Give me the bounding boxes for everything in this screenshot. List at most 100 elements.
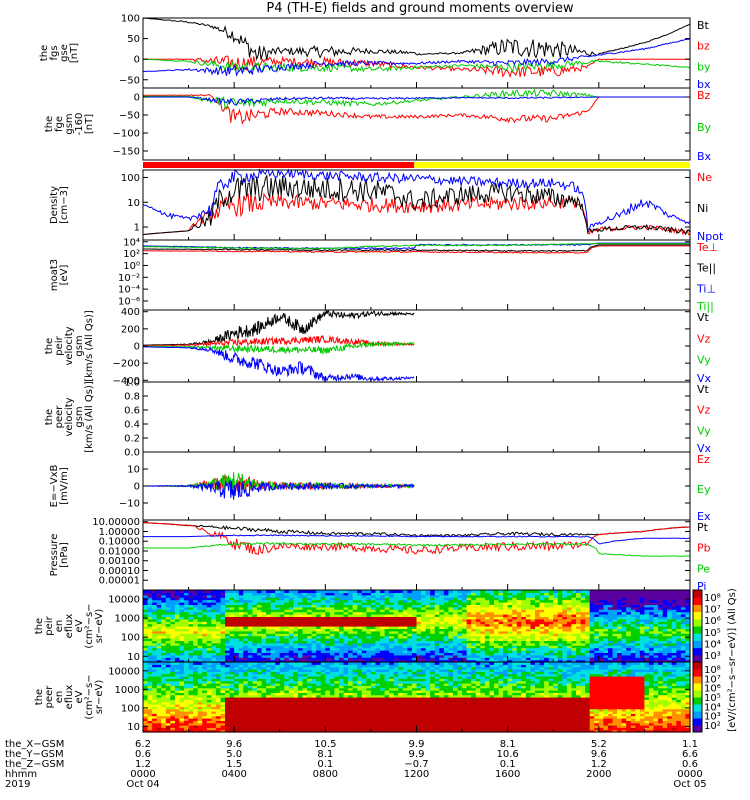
heatmap-cell xyxy=(484,621,491,625)
heatmap-cell xyxy=(571,609,577,613)
heatmap-cell xyxy=(548,630,554,634)
heatmap-cell xyxy=(676,621,682,625)
heatmap-cell xyxy=(293,621,299,625)
heatmap-cell xyxy=(288,708,295,712)
heatmap-cell xyxy=(370,659,377,663)
heatmap-cell xyxy=(421,657,427,661)
heatmap-cell xyxy=(275,642,281,646)
heatmap-cell xyxy=(484,642,491,646)
heatmap-cell xyxy=(256,685,263,689)
heatmap-cell xyxy=(143,614,149,617)
heatmap-cell xyxy=(411,645,418,649)
heatmap-cell xyxy=(658,616,664,620)
heatmap-cell xyxy=(174,699,181,703)
heatmap-cell xyxy=(498,599,504,603)
heatmap-cell xyxy=(648,599,655,603)
heatmap-cell xyxy=(161,645,167,649)
heatmap-cell xyxy=(393,590,399,593)
heatmap-cell xyxy=(270,599,276,603)
colorbar-swatch xyxy=(693,633,702,641)
series-fgs_gse-Bt xyxy=(142,17,691,62)
heatmap-cell xyxy=(256,647,263,651)
heatmap-cell xyxy=(243,704,249,707)
heatmap-cell xyxy=(179,659,185,663)
heatmap-cell xyxy=(256,638,263,641)
heatmap-cell xyxy=(174,683,181,686)
heatmap-cell xyxy=(644,597,650,601)
heatmap-cell xyxy=(398,590,404,593)
heatmap-cell xyxy=(188,708,194,712)
heatmap-cell xyxy=(535,638,541,641)
heatmap-cell xyxy=(452,633,459,637)
heatmap-cell xyxy=(325,635,331,639)
heatmap-cell xyxy=(279,633,285,637)
heatmap-cell xyxy=(202,729,208,733)
heatmap-cell xyxy=(457,645,463,649)
heatmap-cell xyxy=(398,654,404,658)
heatmap-cell xyxy=(247,618,253,622)
heatmap-cell xyxy=(156,618,162,622)
heatmap-cell xyxy=(521,638,527,641)
heatmap-cell xyxy=(188,626,194,629)
heatmap-cell xyxy=(152,630,158,634)
y-tick-label: 10⁴ xyxy=(123,237,140,248)
heatmap-cell xyxy=(571,645,577,649)
heatmap-cell xyxy=(676,602,682,605)
heatmap-cell xyxy=(357,592,363,596)
heatmap-cell xyxy=(215,645,222,649)
legend-Ni: Ni xyxy=(697,202,708,215)
heatmap-cell xyxy=(256,713,263,717)
heatmap-cell xyxy=(676,628,682,632)
heatmap-cell xyxy=(252,652,258,656)
heatmap-cell xyxy=(165,729,171,733)
heatmap-cell xyxy=(161,669,167,672)
heatmap-cell xyxy=(174,638,181,641)
heatmap-cell xyxy=(270,706,276,710)
heatmap-cell xyxy=(307,623,313,627)
heatmap-cell xyxy=(630,626,636,629)
heatmap-cell xyxy=(430,642,436,646)
heatmap-cell xyxy=(184,692,190,696)
heatmap-cell xyxy=(197,618,203,622)
heatmap-cell xyxy=(516,650,522,653)
heatmap-cell xyxy=(234,606,240,610)
heatmap-cell xyxy=(288,722,295,726)
heatmap-cell xyxy=(261,650,267,653)
heatmap-cell xyxy=(439,590,445,593)
heatmap-cell xyxy=(366,626,372,629)
heatmap-cell xyxy=(462,626,468,629)
heatmap-cell xyxy=(270,606,276,610)
heatmap-cell xyxy=(206,683,212,686)
heatmap-cell xyxy=(215,652,222,656)
series-peir_velocity-Vy xyxy=(143,340,415,355)
series-pressure-Pb xyxy=(143,522,691,556)
heatmap-cell xyxy=(548,633,554,637)
heatmap-cell xyxy=(197,630,203,634)
heatmap-cell xyxy=(648,633,655,637)
heatmap-cell xyxy=(197,604,203,608)
heatmap-cell xyxy=(165,673,171,677)
heatmap-cell xyxy=(284,685,290,689)
heatmap-cell xyxy=(329,592,336,596)
heatmap-cell xyxy=(411,654,418,658)
heatmap-cell xyxy=(443,635,450,639)
heatmap-cell xyxy=(516,647,522,651)
heatmap-cell xyxy=(535,604,541,608)
heatmap-cell xyxy=(161,704,167,707)
heatmap-cell xyxy=(174,650,181,653)
heatmap-cell xyxy=(352,609,358,613)
heatmap-cell xyxy=(585,630,591,634)
legend-Pt: Pt xyxy=(697,521,709,534)
heatmap-cell xyxy=(421,650,427,653)
heatmap-cell xyxy=(466,594,472,598)
heatmap-cell xyxy=(279,713,285,717)
heatmap-cell xyxy=(357,654,363,658)
heatmap-cell xyxy=(393,654,399,658)
heatmap-cell xyxy=(288,683,295,686)
heatmap-cell xyxy=(193,652,199,656)
heatmap-cell xyxy=(357,645,363,649)
heatmap-cell xyxy=(297,645,304,649)
heatmap-cell xyxy=(252,692,258,696)
heatmap-cell xyxy=(635,614,641,617)
heatmap-cell xyxy=(225,692,231,696)
